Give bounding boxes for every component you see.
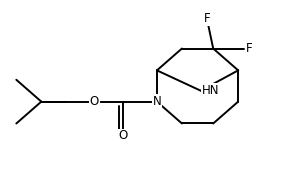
Text: F: F bbox=[204, 12, 210, 25]
Text: F: F bbox=[246, 42, 253, 55]
Text: HN: HN bbox=[202, 84, 220, 97]
Text: O: O bbox=[90, 95, 99, 108]
Text: N: N bbox=[152, 95, 161, 108]
Text: O: O bbox=[118, 130, 127, 142]
